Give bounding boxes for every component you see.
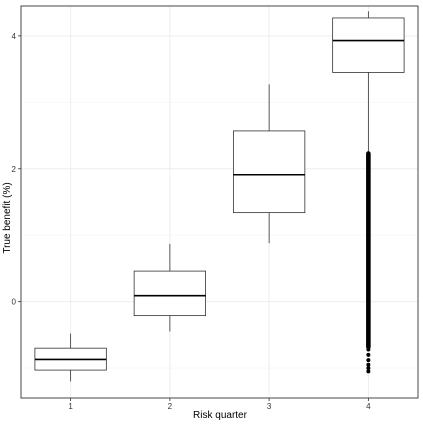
x-axis-title: Risk quarter: [193, 410, 248, 421]
x-tick-label: 4: [366, 402, 371, 411]
outlier-point: [366, 344, 371, 349]
box-body: [133, 270, 207, 317]
box-group-4: [332, 11, 405, 374]
y-tick-label: 2: [12, 165, 17, 174]
outlier-point: [366, 362, 371, 367]
x-tick-label: 1: [68, 402, 73, 411]
y-tick-label: 4: [12, 32, 17, 41]
outlier-point: [366, 369, 371, 374]
outlier-point: [366, 366, 371, 371]
outlier-point: [366, 352, 371, 357]
box-group-3: [232, 84, 306, 244]
box-layer: [34, 11, 405, 382]
y-tick-label: 0: [12, 298, 17, 307]
box-group-1: [34, 333, 107, 382]
panel-border: [20, 5, 419, 399]
outlier-point: [366, 358, 371, 363]
outlier-group: [366, 151, 371, 374]
x-tick-label: 2: [168, 402, 173, 411]
y-axis-title: True benefit (%): [2, 182, 13, 253]
x-tick-label: 3: [267, 402, 272, 411]
box-body: [332, 17, 405, 73]
box-group-2: [133, 243, 207, 332]
axis-layer: 0 2 4 1 2 3 4: [12, 5, 419, 411]
box-body: [232, 130, 306, 214]
